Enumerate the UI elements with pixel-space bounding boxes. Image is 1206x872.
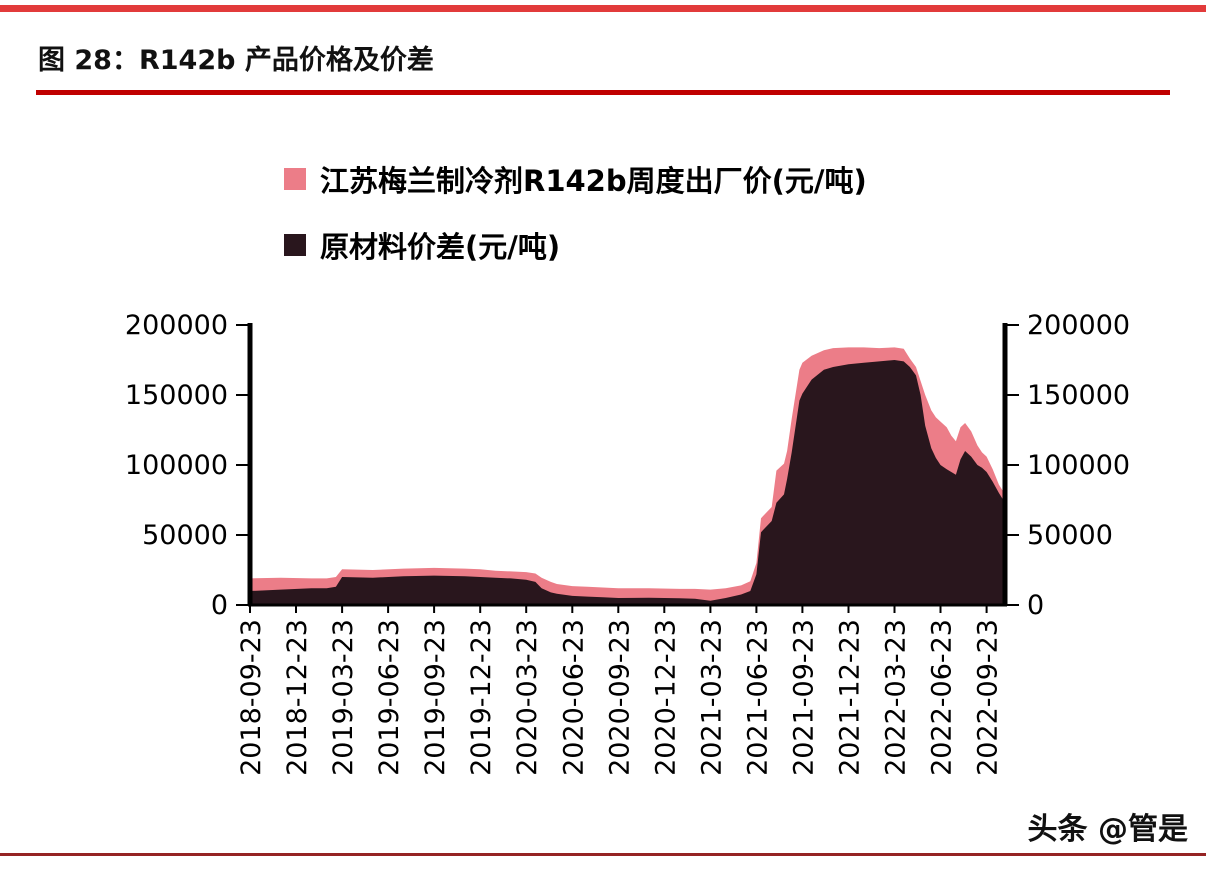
y-axis-label-right: 200000 <box>1027 310 1130 341</box>
legend-item-price: 江苏梅兰制冷剂R142b周度出厂价(元/吨) <box>284 158 867 200</box>
x-axis-label: 2019-03-23 <box>328 619 359 776</box>
x-axis-label: 2018-09-23 <box>236 619 267 776</box>
watermark: 头条 @管是 <box>1027 812 1188 847</box>
x-axis-label: 2021-09-23 <box>788 619 819 776</box>
x-axis-label: 2019-12-23 <box>466 619 497 776</box>
x-axis-label: 2018-12-23 <box>282 619 313 776</box>
legend-swatch-price-icon <box>284 168 306 190</box>
y-axis-label-left: 0 <box>211 590 228 621</box>
price-spread-area-chart: 0 0 50000 50000 100000 100000 150000 150000 2000… <box>125 310 1130 776</box>
x-axis-label: 2021-03-23 <box>696 619 727 776</box>
x-axis-label: 2021-06-23 <box>742 619 773 776</box>
x-axis-label: 2019-06-23 <box>374 619 405 776</box>
x-axis-label: 2022-06-23 <box>927 619 958 776</box>
y-axis-label-right: 150000 <box>1027 380 1130 411</box>
x-axis-label: 2022-09-23 <box>973 619 1004 776</box>
legend-swatch-spread-icon <box>284 234 306 256</box>
area-spread <box>250 360 1005 605</box>
x-axis-label: 2021-12-23 <box>835 619 866 776</box>
figure-title: 图 28：R142b 产品价格及价差 <box>38 45 434 76</box>
y-axis-label-right: 50000 <box>1027 520 1113 551</box>
title-underline <box>36 90 1170 95</box>
y-axis-label-left: 50000 <box>142 520 228 551</box>
x-axis-label: 2020-06-23 <box>558 619 589 776</box>
x-axis-label: 2020-12-23 <box>650 619 681 776</box>
y-axis-label-left: 200000 <box>125 310 228 341</box>
chart-legend: 江苏梅兰制冷剂R142b周度出厂价(元/吨) 原材料价差(元/吨) <box>284 158 867 266</box>
y-axis-label-right: 0 <box>1027 590 1044 621</box>
x-axis-label: 2020-09-23 <box>604 619 635 776</box>
top-red-bar <box>0 5 1206 12</box>
y-axis-label-left: 150000 <box>125 380 228 411</box>
legend-label-spread: 原材料价差(元/吨) <box>320 230 561 264</box>
legend-item-spread: 原材料价差(元/吨) <box>284 224 867 266</box>
bottom-red-line <box>0 853 1206 856</box>
y-axis-label-left: 100000 <box>125 450 228 481</box>
legend-label-price: 江苏梅兰制冷剂R142b周度出厂价(元/吨) <box>320 164 867 198</box>
x-axis-label: 2019-09-23 <box>420 619 451 776</box>
x-axis-label: 2022-03-23 <box>881 619 912 776</box>
y-axis-label-right: 100000 <box>1027 450 1130 481</box>
x-axis-label: 2020-03-23 <box>512 619 543 776</box>
